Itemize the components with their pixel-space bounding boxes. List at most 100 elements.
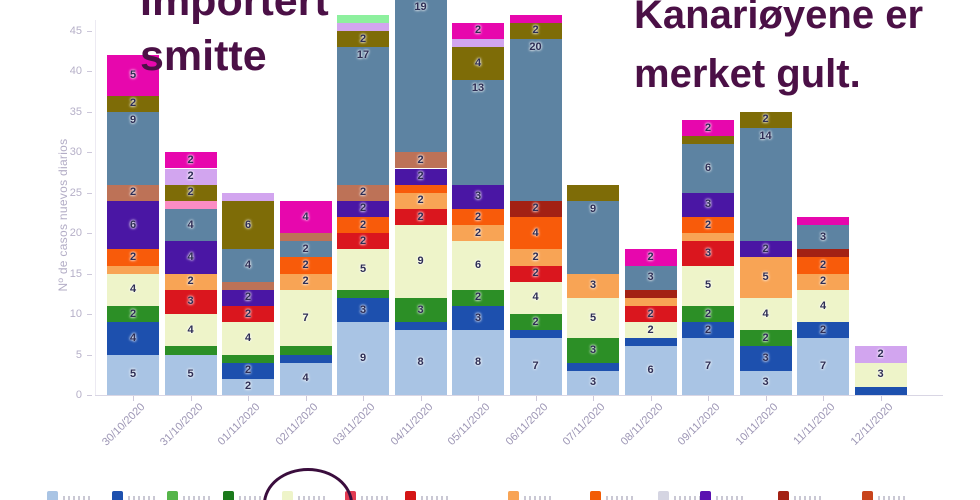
- bar-segment-purple: 2: [222, 289, 274, 307]
- bar-segment-purple: 3: [682, 192, 734, 218]
- bar-segment-lightblue: 8: [452, 330, 504, 395]
- bar-segment-cream: 4: [222, 322, 274, 355]
- segment-value-label: 4: [129, 331, 137, 344]
- segment-value-label: 4: [129, 283, 137, 296]
- y-axis-line: [95, 20, 96, 395]
- segment-value-label: 5: [762, 271, 769, 284]
- bar-segment-olive: 2: [337, 30, 389, 48]
- x-tick-mark: [248, 396, 249, 401]
- segment-value-label: 2: [474, 291, 482, 304]
- bar-segment-steelblue: 19: [394, 0, 447, 153]
- bar-segment-salmon: [279, 233, 332, 242]
- segment-value-label: 2: [359, 32, 367, 45]
- legend-swatch: [47, 491, 58, 500]
- segment-value-label: 2: [704, 323, 712, 336]
- bar-segment-olive: 6: [222, 200, 274, 250]
- bar-segment-darkblue: [509, 330, 562, 339]
- bar-segment-green: [337, 289, 389, 298]
- segment-value-label: 2: [704, 307, 712, 320]
- legend-swatch: [508, 491, 519, 500]
- bar-segment-steelblue: 3: [797, 225, 849, 250]
- bar-segment-darkblue: [567, 362, 619, 371]
- segment-value-label: 7: [704, 360, 712, 373]
- segment-value-label: 2: [302, 275, 309, 288]
- segment-value-label: 2: [532, 202, 539, 215]
- stacked-bar-31-10-2020: 5 4 3 2 4 4 2 2 2: [164, 152, 217, 395]
- x-tick-mark: [823, 396, 824, 401]
- segment-value-label: 2: [474, 210, 482, 223]
- bar-segment-lightblue: 3: [739, 370, 792, 395]
- segment-value-label: 2: [532, 267, 539, 280]
- bar-segment-steelblue: 20: [509, 39, 562, 201]
- segment-value-label: 2: [532, 24, 539, 37]
- bar-segment-steelblue: 4: [222, 249, 274, 282]
- segment-value-label: 2: [474, 226, 482, 239]
- bar-segment-steelblue: 3: [624, 265, 677, 290]
- bar-segment-lightblue: 8: [394, 330, 447, 395]
- segment-value-label: 3: [359, 303, 367, 316]
- segment-value-label: 2: [187, 153, 194, 166]
- bar-segment-darkblue: 2: [222, 362, 274, 379]
- bar-segment-lightviolet: [452, 39, 504, 48]
- annotation-line: Importert: [140, 0, 329, 25]
- bar-segment-cream: 3: [854, 362, 907, 387]
- x-axis-date-label: 12/11/2020: [848, 401, 895, 448]
- annotation-line: merket gult.: [634, 52, 861, 96]
- segment-value-label: 3: [877, 368, 884, 381]
- segment-value-label: 2: [417, 153, 424, 166]
- stacked-bar-02-11-2020: 4 7 2 2 2 4: [279, 200, 332, 395]
- legend-label-clipped: [421, 496, 451, 500]
- bar-segment-darkblue: 3: [337, 297, 389, 323]
- segment-value-label: 4: [187, 323, 194, 336]
- x-tick-mark: [420, 396, 422, 401]
- bar-segment-green: 2: [452, 289, 504, 307]
- segment-value-label: 14: [759, 130, 772, 143]
- bar-segment-cream: 4: [164, 314, 217, 347]
- x-tick-mark: [880, 396, 882, 401]
- bar-segment-steelblue: 9: [107, 111, 159, 185]
- y-tick-mark: [87, 30, 92, 32]
- segment-value-label: 4: [302, 210, 309, 223]
- legend-label-clipped: [63, 496, 93, 500]
- bar-segment-orange: 2: [682, 217, 734, 234]
- bar-segment-steelblue: 14: [739, 128, 792, 242]
- segment-value-label: 4: [244, 259, 252, 272]
- bar-segment-lightorange: 3: [567, 273, 619, 298]
- bar-segment-red: 2: [222, 306, 274, 323]
- bar-segment-green: [222, 354, 274, 363]
- bar-segment-lightgreen: [337, 14, 389, 23]
- segment-value-label: 7: [819, 360, 827, 373]
- segment-value-label: 2: [762, 242, 769, 255]
- bar-segment-salmon: 2: [107, 184, 159, 201]
- segment-value-label: 4: [819, 299, 827, 312]
- segment-value-label: 4: [532, 226, 539, 239]
- bar-segment-darkblue: 4: [107, 322, 159, 355]
- segment-value-label: 2: [819, 275, 827, 288]
- bar-segment-cream: 4: [107, 273, 159, 307]
- segment-value-label: 6: [704, 161, 712, 174]
- segment-value-label: 9: [589, 202, 597, 215]
- bar-segment-lightorange: 2: [797, 273, 849, 290]
- ellipse-annotation: [263, 468, 353, 500]
- y-tick-label: 30: [69, 146, 82, 159]
- legend-swatch: [405, 491, 416, 500]
- y-tick-label: 20: [69, 227, 82, 240]
- bar-segment-olive: 2: [107, 95, 159, 112]
- bar-segment-cream: 4: [797, 289, 849, 323]
- bar-segment-cream: 5: [337, 249, 389, 290]
- bar-segment-darkblue: 2: [797, 322, 849, 339]
- bar-segment-orange: 4: [509, 217, 562, 250]
- legend-swatch: [778, 491, 789, 500]
- bar-segment-purple: 3: [452, 184, 504, 209]
- segment-value-label: 4: [187, 250, 194, 263]
- bar-segment-darkblue: [854, 386, 907, 395]
- y-tick-mark: [87, 354, 92, 356]
- bar-segment-orange: [394, 184, 447, 193]
- segment-value-label: 2: [244, 307, 252, 320]
- legend-label-clipped: [716, 496, 746, 500]
- y-tick-mark: [87, 111, 92, 113]
- legend-swatch: [112, 491, 123, 500]
- stacked-bar-09-11-2020: 7 2 2 5 3 2 3 6 2: [682, 119, 734, 395]
- segment-value-label: 2: [532, 250, 539, 263]
- bar-segment-green: 2: [107, 306, 159, 323]
